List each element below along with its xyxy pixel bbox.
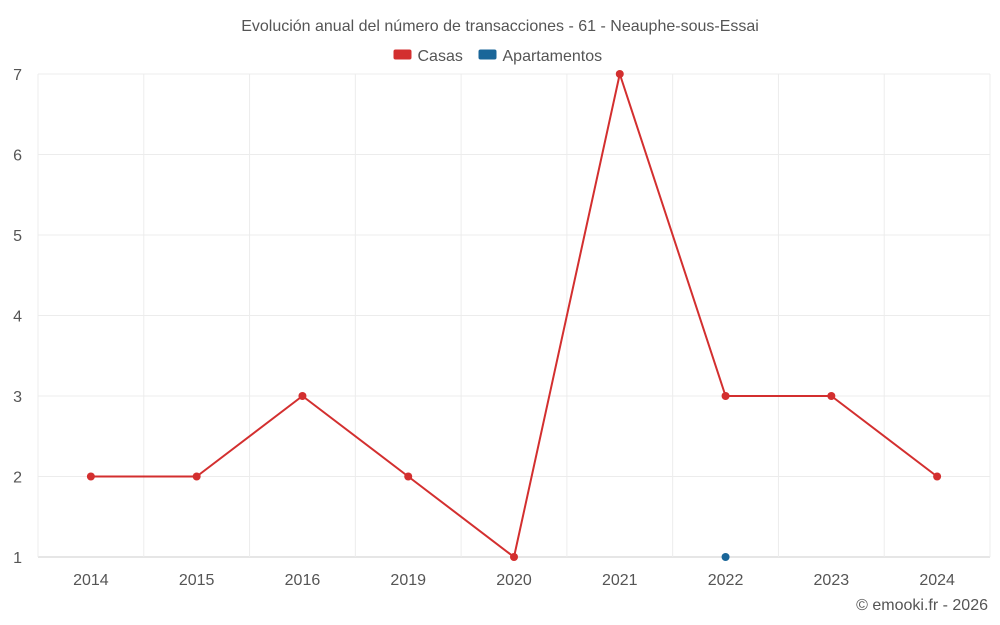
legend-label-apartamentos: Apartamentos (503, 48, 603, 65)
y-tick-label: 7 (13, 67, 22, 84)
data-point-casas (298, 392, 307, 400)
plot-area (86, 70, 942, 561)
data-point-casas (615, 70, 624, 78)
x-tick-label: 2021 (602, 572, 638, 589)
x-tick-label: 2023 (814, 572, 850, 589)
legend-swatch-casas (393, 49, 412, 60)
x-tick-label: 2020 (496, 572, 532, 589)
data-point-casas (510, 553, 518, 561)
legend-label-casas: Casas (418, 48, 463, 65)
data-point-casas (721, 392, 730, 400)
data-point-casas (827, 392, 836, 400)
data-point-casas (86, 472, 95, 481)
credit-text: © emooki.fr - 2026 (856, 597, 988, 614)
y-tick-label: 3 (13, 389, 22, 406)
data-point-casas (933, 472, 942, 481)
y-tick-label: 5 (13, 228, 22, 245)
x-tick-label: 2016 (285, 572, 321, 589)
y-tick-label: 6 (13, 148, 22, 165)
chart-title: Evolución anual del número de transaccio… (241, 18, 759, 35)
data-point-casas (404, 472, 413, 481)
x-tick-label: 2019 (390, 572, 426, 589)
y-tick-label: 1 (13, 550, 22, 567)
y-tick-label: 2 (13, 470, 22, 487)
x-tick-label: 2015 (179, 572, 215, 589)
y-axis: 1 2 3 4 5 6 7 (13, 67, 22, 567)
grid (37, 73, 991, 558)
x-axis: 2014 2015 2016 2019 2020 2021 2022 2023 2024 (73, 572, 955, 589)
y-tick-label: 4 (13, 309, 22, 326)
x-tick-label: 2014 (73, 572, 109, 589)
legend-swatch-apartamentos (478, 49, 497, 60)
x-tick-label: 2022 (708, 572, 744, 589)
legend: Casas Apartamentos (393, 48, 603, 65)
data-point-casas (192, 472, 201, 481)
data-point-apartamentos (721, 553, 730, 561)
x-tick-label: 2024 (919, 572, 955, 589)
